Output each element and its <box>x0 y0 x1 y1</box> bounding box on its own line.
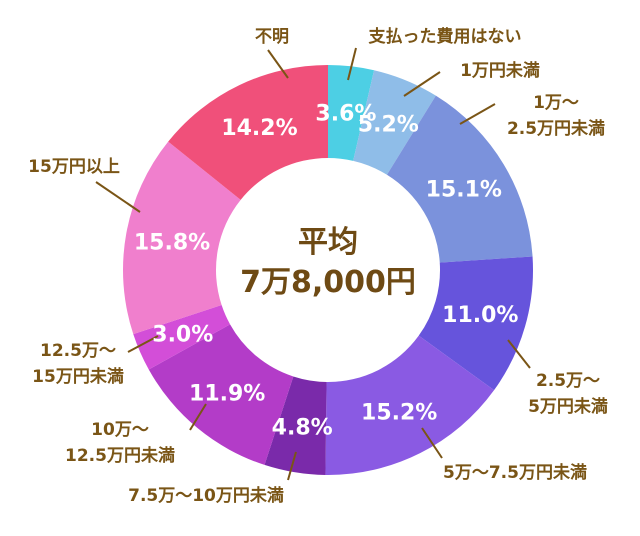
leader-line-3 <box>459 103 496 125</box>
category-label-7: 10万～ 12.5万円未満 <box>65 420 175 466</box>
slice-9 <box>123 141 241 335</box>
slice-7 <box>148 324 294 465</box>
percent-label-5: 15.2% <box>361 401 437 426</box>
leader-line-8 <box>127 335 159 353</box>
leader-line-1 <box>347 47 357 81</box>
percent-label-1: 3.6% <box>315 102 376 127</box>
leader-line-2 <box>403 71 441 97</box>
leader-line-7 <box>189 403 207 431</box>
center-title: 平均 <box>298 225 358 260</box>
slice-8 <box>133 305 231 370</box>
percent-label-9: 15.8% <box>134 231 210 256</box>
slice-6 <box>264 376 327 475</box>
percent-label-6: 4.8% <box>272 415 333 440</box>
percent-label-3: 15.1% <box>426 177 502 202</box>
category-label-5: 5万～7.5万円未満 <box>443 462 587 483</box>
category-label-1: 支払った費用はない <box>369 26 522 47</box>
category-label-9: 15万円以上 <box>28 157 120 177</box>
percent-label-10: 14.2% <box>221 116 297 141</box>
leader-lines-group <box>95 47 531 481</box>
category-label-6: 7.5万～10万円未満 <box>128 485 284 506</box>
percent-label-2: 5.2% <box>358 112 419 137</box>
slice-5 <box>325 335 495 475</box>
category-label-10: 不明 <box>255 27 289 47</box>
slice-1 <box>328 65 375 161</box>
leader-line-10 <box>267 49 289 79</box>
leader-line-4 <box>507 339 531 369</box>
category-label-4: 2.5万～ 5万円未満 <box>528 371 608 417</box>
leader-line-5 <box>421 427 443 459</box>
percent-label-4: 11.0% <box>442 303 518 328</box>
leader-line-9 <box>95 181 141 213</box>
percent-label-7: 11.9% <box>189 381 265 406</box>
center-average-value: 7万8,000円 <box>240 265 416 300</box>
percent-labels-group: 3.6%5.2% 15.1% 11.0% 15.2% 4.8% 11.9% 3.0% 15.8… <box>134 102 519 441</box>
leader-line-6 <box>287 451 297 481</box>
category-labels-group: 支払った費用はない 1万円未満 1万～ 2.5万円未満 2.5万～ 5万円未満 5万～7.5… <box>28 26 608 506</box>
slices-group <box>123 65 533 475</box>
percent-label-8: 3.0% <box>152 323 213 348</box>
slice-4 <box>418 256 533 391</box>
slice-2 <box>353 70 436 175</box>
category-label-2: 1万円未満 <box>460 60 540 81</box>
slice-10 <box>168 65 328 200</box>
category-label-8: 12.5万～ 15万円未満 <box>32 341 124 387</box>
slice-3 <box>386 95 533 263</box>
category-label-3: 1万～ 2.5万円未満 <box>507 93 605 139</box>
